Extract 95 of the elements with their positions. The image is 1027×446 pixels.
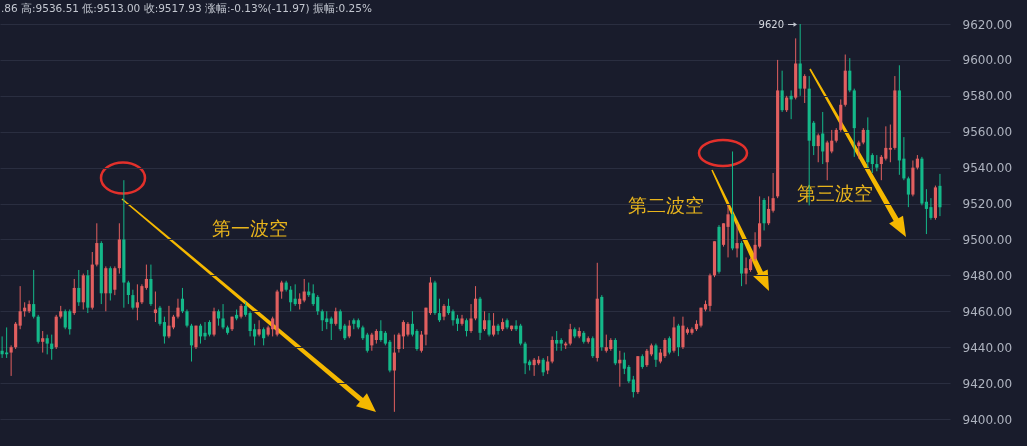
y-tick-label: 9500.00 [962,232,1013,247]
candlestick [316,294,320,316]
y-tick-label: 9520.00 [962,197,1013,212]
candlestick [401,319,405,350]
candlestick [888,124,892,163]
candlestick [654,343,658,368]
candlestick [167,305,171,339]
candlestick [212,307,216,337]
candlestick [144,264,148,291]
candlestick [735,222,739,258]
y-tick-label: 9460.00 [962,304,1013,319]
candlestick [519,323,523,346]
candlestick [189,323,194,363]
candlestick [9,344,13,377]
candlestick [613,337,617,366]
candlestick [906,176,910,208]
text: .86 高:9536.51 低:9513.00 收:9517.93 涨幅:-0.13%(-11.97) 振幅:0.25% [1,2,372,14]
candlestick [938,173,942,217]
candlestick [203,321,207,341]
candlestick [221,303,225,330]
candlestick [379,319,383,343]
candlestick [63,308,67,330]
candlestick [771,172,775,214]
candlestick [929,197,933,221]
candlestick [180,287,185,314]
candlestick [451,308,455,327]
candlestick [365,332,369,354]
candlestick [762,197,766,231]
candlestick [392,334,396,413]
candlestick [681,316,685,350]
candlestick [437,298,442,323]
candlestick [176,298,180,319]
candlestick [68,308,72,336]
annotation: 第一波空 [212,218,288,239]
candlestick [550,335,554,364]
candlestick [591,335,595,359]
candlestick [487,312,491,337]
candlestick [460,314,464,327]
y-tick-label: 9540.00 [962,161,1013,176]
candlestick [18,285,22,330]
candlestick [631,375,635,398]
y-tick-label: 9440.00 [962,340,1013,355]
candlestick [397,332,401,354]
y-tick-label: 9580.00 [962,89,1013,104]
candlestick [95,222,99,267]
candlestick [311,283,315,307]
candlestick [469,303,473,334]
candlestick [302,278,306,303]
candlestick [140,283,144,305]
y-tick-label: 9600.00 [962,53,1013,68]
y-tick-label: 9620.00 [962,17,1013,32]
candlestick [32,269,36,319]
candlestick [767,195,771,226]
candlestick [257,319,261,337]
candlestick [825,140,829,181]
candlestick [492,312,496,337]
candlestick [884,125,888,161]
candlestick [523,341,527,375]
candlestick [555,330,559,352]
candlestick [415,328,419,352]
candlestick [473,285,478,321]
candlestick [126,280,130,305]
candlestick [289,285,293,312]
candlestick [153,291,157,323]
candlestick [816,133,820,163]
y-tick-label: 9400.00 [962,412,1013,427]
candlestick [870,152,874,174]
candlestick [419,330,424,354]
candlestick [77,269,81,307]
candlestick [848,57,852,93]
y-tick-label: 9480.00 [962,268,1013,283]
candlestick [248,310,252,337]
annotation: 第三波空 [797,183,873,204]
candlestick [663,337,667,359]
candlestick [45,334,49,355]
y-tick-label: 9420.00 [962,376,1013,391]
candlestick [320,308,324,332]
candlestick [329,316,333,341]
candlestick [135,283,139,321]
candlestick [780,70,784,113]
y-tick-label: 9560.00 [962,125,1013,140]
annotation: 9620 [758,19,784,30]
candlestick [271,316,275,337]
candlestick [726,204,730,258]
candlestick [482,310,487,332]
candlestick [113,265,117,296]
candlestick [676,323,681,357]
candlestick [131,289,135,310]
candlestick [744,256,748,285]
candlestick [672,316,676,354]
candlestick [41,330,45,354]
candlestick [690,326,694,336]
candlestick [568,323,572,346]
candlestick [14,321,18,350]
candlestick [803,73,807,104]
